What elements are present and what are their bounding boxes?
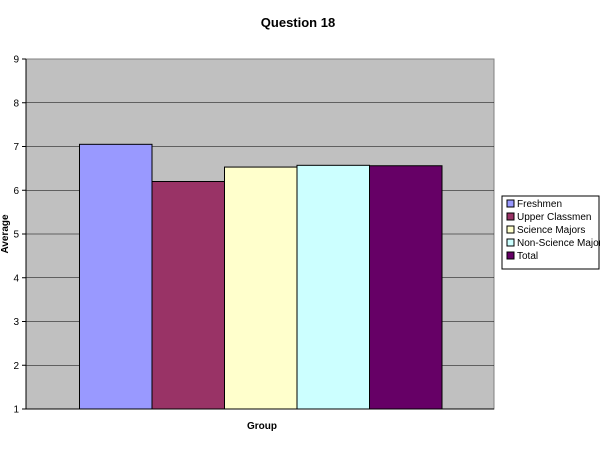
y-tick-label: 6 — [13, 186, 19, 197]
y-tick-label: 1 — [13, 405, 19, 416]
y-axis-ticks: 1 2 3 4 5 6 7 8 9 — [13, 55, 26, 416]
y-tick-label: 5 — [13, 230, 19, 241]
bar-total — [369, 165, 443, 410]
legend-label: Non-Science Majors — [517, 238, 600, 249]
bar-non-science-majors — [296, 164, 370, 410]
y-tick-label: 4 — [13, 273, 19, 284]
y-tick-label: 2 — [13, 361, 19, 372]
y-tick-label: 7 — [13, 142, 19, 153]
y-tick-label: 8 — [13, 98, 19, 109]
legend-swatch — [506, 212, 515, 221]
bar-science-majors — [224, 166, 298, 410]
legend-swatch — [506, 199, 515, 208]
legend-label: Science Majors — [517, 225, 585, 236]
bar-freshmen — [79, 143, 153, 410]
legend-swatch — [506, 238, 515, 247]
legend-label: Total — [517, 251, 538, 262]
legend-label: Freshmen — [517, 199, 562, 210]
y-tick-label: 9 — [13, 55, 19, 66]
y-tick-label: 3 — [13, 317, 19, 328]
legend-label: Upper Classmen — [517, 212, 591, 223]
legend-swatch — [506, 225, 515, 234]
y-axis-label: Average — [0, 214, 11, 254]
bars — [79, 143, 443, 410]
bar-upper-classmen — [151, 181, 225, 410]
chart-title: Question 18 — [261, 15, 335, 30]
legend-swatch — [506, 251, 515, 260]
x-axis-label: Group — [247, 421, 277, 432]
legend: Freshmen Upper Classmen Science Majors Non-… — [501, 195, 600, 270]
legend-box — [501, 195, 600, 270]
